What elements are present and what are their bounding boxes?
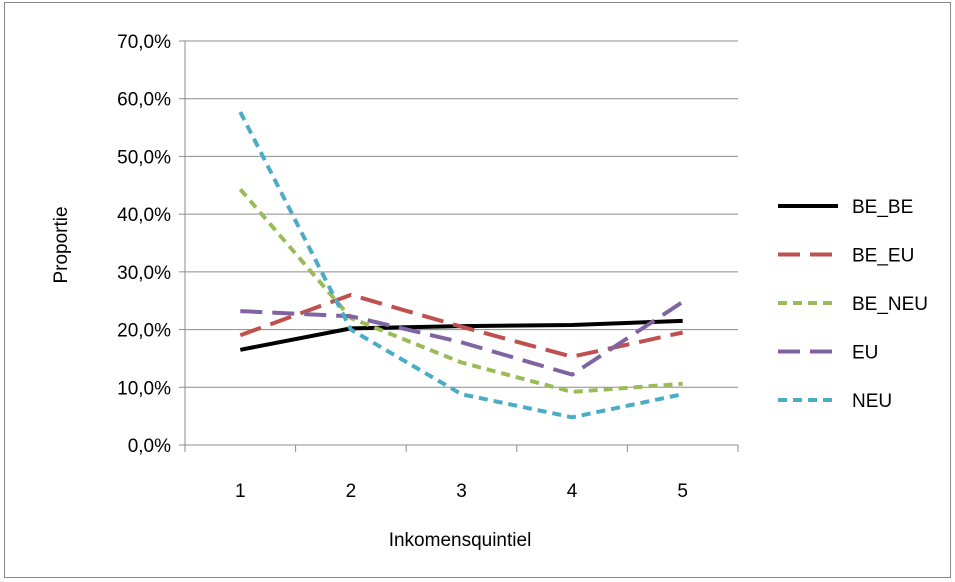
y-tick-label: 10,0%	[117, 378, 171, 399]
y-axis-ticks: 0,0% 10,0% 20,0% 30,0% 40,0% 50,0% 60,0% 70,0%	[117, 32, 171, 457]
legend: BE_BE BE_EU BE_NEU EU NEU	[778, 197, 928, 412]
legend-label: BE_NEU	[852, 294, 928, 315]
series-line-eu	[240, 300, 684, 377]
legend-label: NEU	[852, 391, 892, 412]
y-axis-title: Proportie	[51, 206, 72, 283]
x-tick-label: 5	[677, 481, 688, 502]
y-tick-label: 60,0%	[117, 90, 171, 111]
y-tick-label: 40,0%	[117, 205, 171, 226]
y-tick-label: 20,0%	[117, 321, 171, 342]
axes	[184, 41, 738, 446]
legend-label: BE_BE	[852, 197, 913, 218]
series-lines	[238, 111, 684, 420]
y-tick-label: 30,0%	[117, 263, 171, 284]
legend-label: BE_EU	[852, 246, 914, 267]
x-tick-label: 3	[456, 481, 467, 502]
x-tick-label: 4	[567, 481, 578, 502]
y-tick-label: 70,0%	[117, 32, 171, 53]
y-tick-label: 0,0%	[128, 436, 171, 457]
legend-label: EU	[852, 343, 878, 364]
series-line-neu	[238, 111, 684, 420]
chart-frame	[4, 2, 951, 578]
x-axis-title: Inkomensquintiel	[389, 530, 532, 551]
x-tick-label: 1	[235, 481, 246, 502]
y-tick-label: 50,0%	[117, 147, 171, 168]
x-axis-ticks: 1 2 3 4 5	[184, 445, 739, 502]
gridlines	[179, 40, 738, 446]
x-tick-label: 2	[346, 481, 357, 502]
series-line-be-neu	[238, 187, 683, 394]
